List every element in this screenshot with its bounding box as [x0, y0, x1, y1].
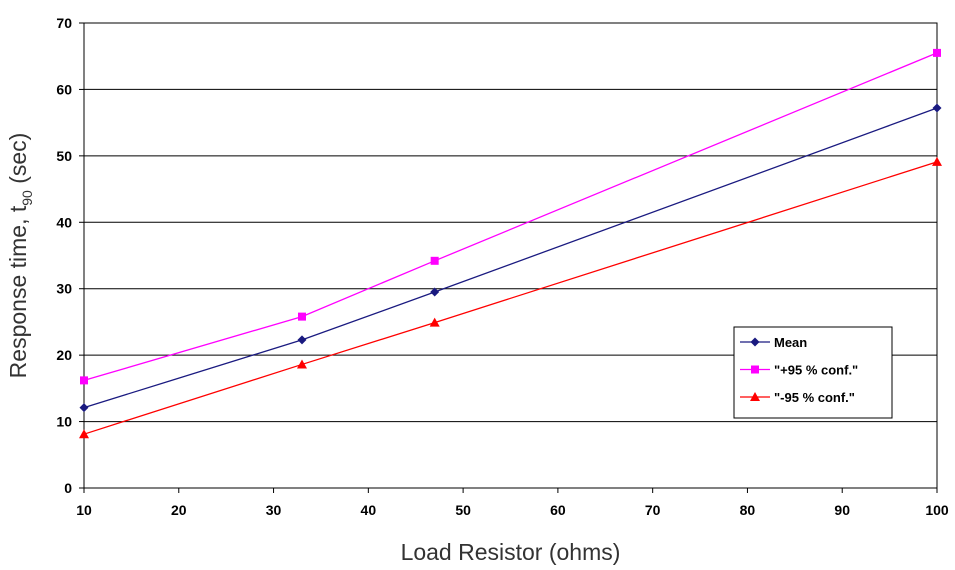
data-point: [79, 403, 89, 413]
legend-entry: Mean: [740, 335, 807, 350]
x-tick-label: 70: [645, 502, 661, 518]
series-0: [79, 103, 942, 413]
y-axis-title-suffix: (sec): [5, 133, 31, 191]
data-point: [932, 103, 942, 113]
series-line: [83, 161, 938, 435]
data-point: [297, 335, 307, 345]
y-tick-label: 20: [56, 347, 72, 363]
data-point: [80, 376, 88, 385]
y-axis-title-main: Response time, t: [5, 205, 31, 378]
legend-marker: [751, 365, 759, 374]
legend-marker: [750, 337, 760, 347]
x-tick-label: 40: [361, 502, 377, 518]
data-point: [430, 287, 440, 297]
x-tick-label: 50: [455, 502, 471, 518]
x-tick-label: 10: [76, 502, 92, 518]
grid-lines: [84, 22, 937, 489]
y-tick-label: 10: [56, 414, 72, 430]
legend-label: "-95 % conf.": [774, 390, 855, 405]
data-point: [297, 312, 306, 321]
y-tick-label: 70: [56, 15, 72, 31]
series-line: [83, 107, 938, 409]
x-tick-label: 100: [925, 502, 949, 518]
y-axis-title: Response time, t90 (sec): [5, 133, 35, 379]
data-series: [79, 48, 942, 439]
x-tick-label: 30: [266, 502, 282, 518]
legend-label: Mean: [774, 335, 807, 350]
data-point: [932, 156, 942, 166]
series-2: [79, 156, 942, 439]
series-line: [83, 52, 938, 382]
x-tick-label: 60: [550, 502, 566, 518]
x-tick-label: 20: [171, 502, 187, 518]
y-tick-label: 40: [56, 214, 72, 230]
legend: Mean "+95 % conf." "-95 % conf.": [733, 326, 893, 419]
legend-entry: "-95 % conf.": [740, 390, 855, 405]
data-point: [79, 429, 89, 439]
data-point: [933, 48, 941, 57]
x-tick-label: 80: [740, 502, 756, 518]
plot-area: [83, 22, 938, 489]
legend-label: "+95 % conf.": [774, 363, 858, 378]
y-tick-label: 60: [56, 81, 72, 97]
y-tick-label: 50: [56, 148, 72, 164]
series-1: [80, 48, 941, 385]
data-point: [296, 359, 307, 369]
y-tick-label: 0: [64, 480, 72, 496]
y-axis-title-subscript: 90: [19, 190, 35, 206]
y-tick-label: 30: [56, 281, 72, 297]
data-point: [430, 256, 439, 265]
data-point: [429, 317, 440, 327]
legend-entry: "+95 % conf.": [740, 363, 858, 378]
legend-marker: [750, 392, 760, 401]
x-axis-title: Load Resistor (ohms): [401, 539, 621, 565]
x-tick-label: 90: [834, 502, 850, 518]
